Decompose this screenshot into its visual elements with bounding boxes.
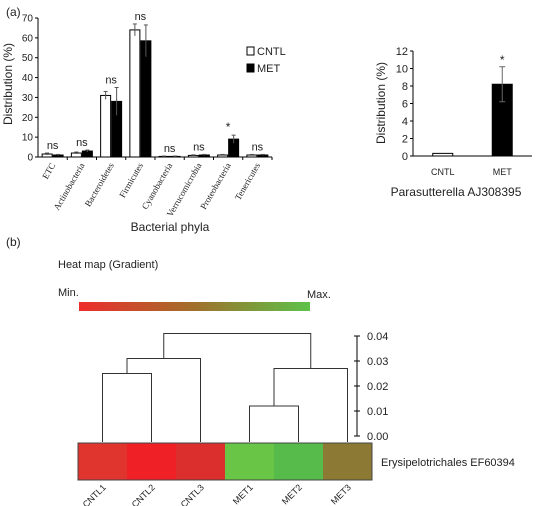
heatmap-column-label: MET3 <box>329 482 353 506</box>
dendrogram-scale-label: 0.00 <box>367 431 388 443</box>
y-tick-label: 30 <box>22 93 34 104</box>
legend-swatch-cntl <box>246 46 255 56</box>
dendrogram-scale-label: 0.03 <box>367 356 388 368</box>
significance-label: ns <box>105 75 117 87</box>
heatmap-column-label: MET1 <box>231 482 255 506</box>
legend-label-met: MET <box>257 63 281 75</box>
heatmap: Erysipelotrichales EF60394 CNTL1 CNTL2 CNT… <box>77 331 515 506</box>
x-tick-label: Firmicutes <box>117 161 145 200</box>
significance-label: ns <box>252 141 264 153</box>
y-tick-label-b: 12 <box>396 46 408 58</box>
bar-cntl <box>432 152 454 157</box>
y-tick-label: 10 <box>22 133 34 144</box>
heatmap-column-label: CNTL1 <box>81 482 108 506</box>
dendrogram-scale-label: 0.04 <box>367 331 388 343</box>
legend-swatch-met <box>246 63 255 73</box>
heatmap-column-label: CNTL2 <box>130 482 157 506</box>
dendrogram-branch <box>163 333 312 369</box>
heatmap-column-label: CNTL3 <box>179 482 206 506</box>
x-axis-label-b: Parasutterella AJ308395 <box>391 185 522 199</box>
heatmap-border <box>77 442 373 481</box>
heatmap-column-label: MET2 <box>280 482 304 506</box>
y-tick-label-b: 10 <box>396 64 408 76</box>
significance-label: ns <box>164 143 176 155</box>
significance-label: ns <box>47 140 59 152</box>
y-tick-label: 60 <box>22 33 34 44</box>
dendrogram-branch <box>126 358 201 442</box>
dendrogram-branch <box>273 368 348 442</box>
y-tick-label-b: 6 <box>402 99 408 111</box>
x-tick-label: Cyanobacteria <box>140 161 175 211</box>
y-tick-label-b: 2 <box>402 134 408 146</box>
x-tick-label: Proteobacteria <box>198 161 233 211</box>
significance-label: * <box>226 120 231 134</box>
legend: CNTL MET <box>246 46 286 75</box>
y-tick-label-b: 0 <box>402 151 408 163</box>
x-axis-label: Bacterial phyla <box>131 220 210 234</box>
heatmap-cell <box>127 443 176 480</box>
heatmap-cell <box>323 443 372 480</box>
heatmap-title: Heat map (Gradient) <box>58 259 158 271</box>
dendrogram-branch <box>249 405 299 442</box>
bar-met <box>140 40 152 158</box>
y-tick-label-b: 8 <box>402 81 408 93</box>
significance-label: ns <box>193 141 205 153</box>
y-axis-label-b: Distribution (%) <box>374 62 388 144</box>
panel-a-label: (a) <box>6 5 21 19</box>
legend-label-cntl: CNTL <box>257 46 286 58</box>
x-tick-label: ETC <box>40 161 57 181</box>
phyla-bar-chart: Distribution (%) Bacterial phyla CNTL ME… <box>1 11 286 234</box>
gradient-max-label: Max. <box>307 289 331 301</box>
parasutterella-bar-chart: Distribution (%) Parasutterella AJ308395… <box>374 46 532 199</box>
x-tick-label-b: CNTL <box>431 167 455 177</box>
x-tick-label: Actinobacteria <box>51 161 86 212</box>
x-tick-label-b: MET <box>493 167 513 177</box>
y-tick-label: 0 <box>27 153 33 164</box>
y-tick-label: 40 <box>22 73 34 84</box>
dendrogram-scale-label: 0.02 <box>367 381 388 393</box>
heatmap-row-label: Erysipelotrichales EF60394 <box>381 457 515 469</box>
significance-label-b: * <box>500 53 505 67</box>
x-tick-label: Tenericutes <box>233 161 263 202</box>
heatmap-cell <box>225 443 274 480</box>
x-tick-label: Bacteroidetes <box>83 161 116 209</box>
dendrogram-scale-label: 0.01 <box>367 406 388 418</box>
y-axis-label: Distribution (%) <box>1 43 15 125</box>
gradient-min-label: Min. <box>58 287 79 299</box>
heatmap-cell <box>176 443 225 480</box>
y-tick-label: 70 <box>22 14 34 25</box>
heatmap-cell <box>78 443 127 480</box>
significance-label: ns <box>135 11 147 23</box>
y-tick-label-b: 4 <box>402 116 408 128</box>
y-tick-label: 20 <box>22 113 34 124</box>
panel-b-label: (b) <box>6 235 21 249</box>
gradient-bar <box>79 302 310 311</box>
significance-label: ns <box>76 137 88 149</box>
y-tick-label: 50 <box>22 53 34 64</box>
heatmap-cell <box>274 443 323 480</box>
bar-cntl <box>129 29 141 158</box>
bar-cntl <box>100 94 112 158</box>
dendrogram-branch <box>102 373 152 442</box>
